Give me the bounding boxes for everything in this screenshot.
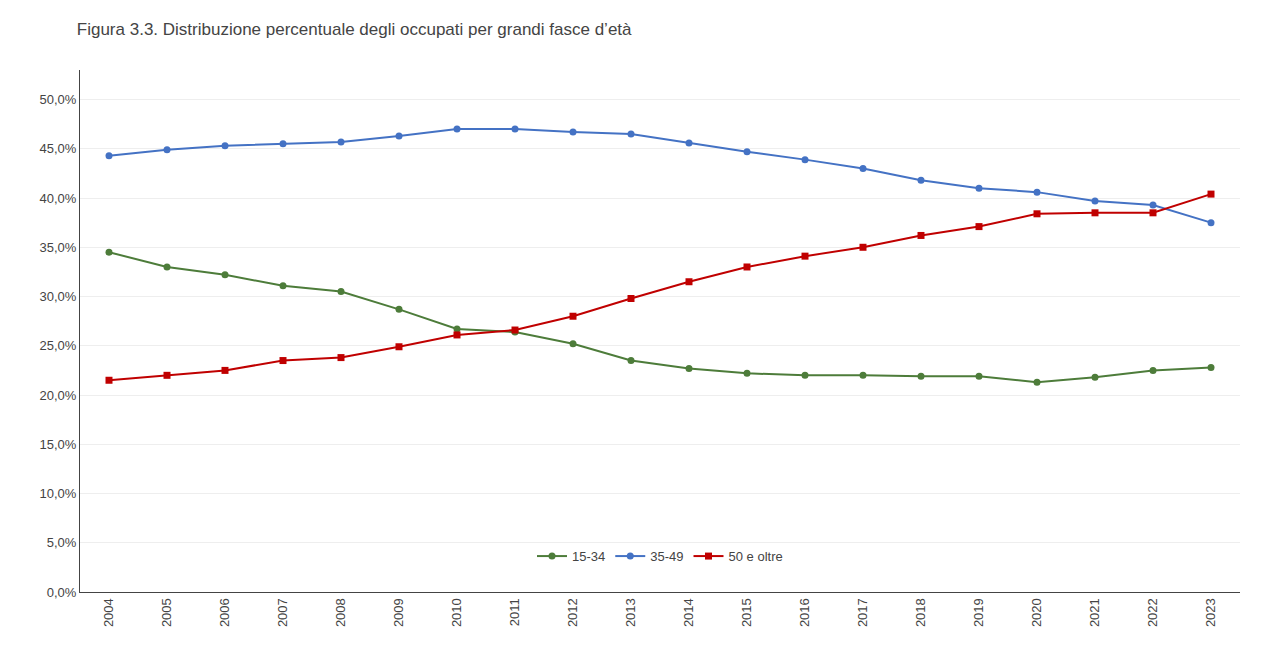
svg-text:5,0%: 5,0%: [47, 535, 77, 550]
svg-text:50,0%: 50,0%: [40, 92, 77, 107]
svg-text:2008: 2008: [333, 598, 348, 627]
svg-text:2013: 2013: [623, 598, 638, 627]
svg-text:2018: 2018: [913, 598, 928, 627]
svg-text:45,0%: 45,0%: [40, 141, 77, 156]
svg-text:2009: 2009: [391, 598, 406, 627]
svg-text:Figura 3.3. Distribuzione perc: Figura 3.3. Distribuzione percentuale de…: [77, 20, 632, 39]
svg-text:2023: 2023: [1203, 598, 1218, 627]
svg-text:2010: 2010: [449, 598, 464, 627]
svg-text:35-49: 35-49: [650, 549, 683, 564]
svg-text:0,0%: 0,0%: [47, 585, 77, 600]
svg-text:2006: 2006: [217, 598, 232, 627]
svg-text:2015: 2015: [739, 598, 754, 627]
svg-text:10,0%: 10,0%: [40, 486, 77, 501]
svg-text:2007: 2007: [275, 598, 290, 627]
svg-text:2005: 2005: [159, 598, 174, 627]
svg-text:2014: 2014: [681, 598, 696, 627]
svg-text:2017: 2017: [855, 598, 870, 627]
svg-text:40,0%: 40,0%: [40, 191, 77, 206]
svg-text:2019: 2019: [971, 598, 986, 627]
svg-text:35,0%: 35,0%: [40, 240, 77, 255]
svg-text:2021: 2021: [1087, 598, 1102, 627]
svg-text:30,0%: 30,0%: [40, 289, 77, 304]
svg-text:15-34: 15-34: [572, 549, 605, 564]
svg-text:2016: 2016: [797, 598, 812, 627]
svg-text:20,0%: 20,0%: [40, 388, 77, 403]
svg-text:2022: 2022: [1145, 598, 1160, 627]
svg-text:50 e oltre: 50 e oltre: [729, 549, 783, 564]
svg-text:2012: 2012: [565, 598, 580, 627]
svg-text:25,0%: 25,0%: [40, 338, 77, 353]
svg-text:2020: 2020: [1029, 598, 1044, 627]
svg-text:2004: 2004: [101, 598, 116, 627]
svg-text:2011: 2011: [507, 598, 522, 626]
svg-text:15,0%: 15,0%: [40, 437, 77, 452]
